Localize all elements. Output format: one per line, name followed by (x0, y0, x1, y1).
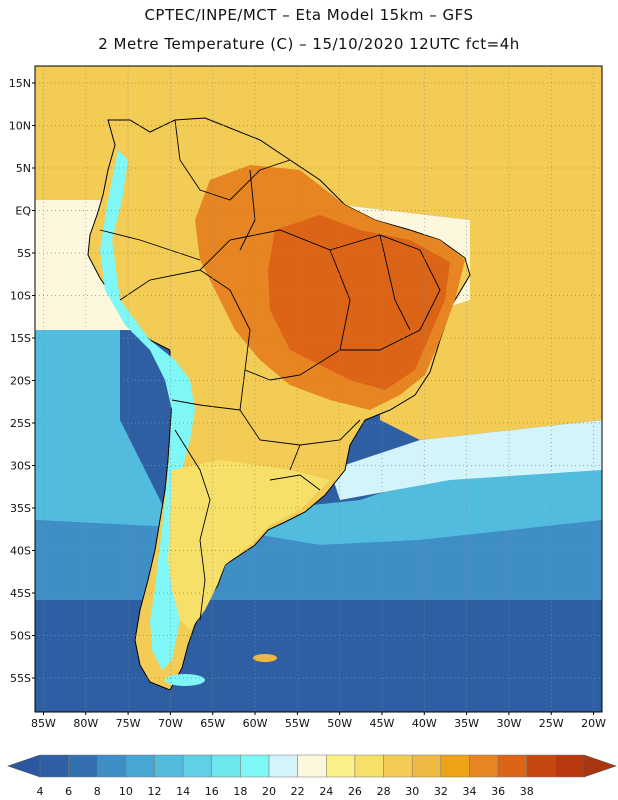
lat-tick-label: 5S (17, 247, 31, 260)
lat-tick-label: 40S (10, 545, 31, 558)
lat-tick-label: 35S (10, 502, 31, 515)
longitude-labels: 85W 80W 75W 70W 65W 60W 55W 50W 45W 40W 35W 30W 25W 2… (31, 712, 606, 730)
colorbar-label: 6 (65, 785, 72, 798)
colorbar-label: 16 (205, 785, 219, 798)
colorbar-label: 14 (176, 785, 190, 798)
falkland-islands (253, 654, 277, 662)
ocean-band-cold (35, 600, 602, 712)
colorbar-swatch (211, 754, 241, 778)
colorbar-swatch (68, 754, 98, 778)
graticule (35, 66, 602, 712)
lon-tick-label: 75W (116, 717, 141, 730)
colorbar-label: 24 (319, 785, 333, 798)
colorbar-label: 10 (119, 785, 133, 798)
colorbar-swatch (182, 754, 213, 778)
map-title-line1: CPTEC/INPE/MCT – Eta Model 15km – GFS (144, 6, 474, 24)
ocean-band-mild (35, 330, 602, 545)
colorbar-swatch (268, 754, 298, 778)
lat-tick-label: 10S (10, 290, 31, 303)
colorbar-label: 20 (262, 785, 276, 798)
lon-tick-label: 25W (539, 717, 564, 730)
lat-tick-label: 25S (10, 417, 31, 430)
latitude-labels: 15N 10N 5N EQ 5S 10S 15S 20S 25S 30S 35S 40S 45S 50S 5… (9, 77, 35, 685)
colorbar-label: 12 (148, 785, 162, 798)
lon-tick-label: 35W (454, 717, 479, 730)
colorbar-swatch (39, 754, 69, 778)
colorbar-label: 34 (462, 785, 476, 798)
colorbar-swatch (354, 754, 384, 778)
lon-tick-label: 80W (73, 717, 98, 730)
map-title-line2: 2 Metre Temperature (C) – 15/10/2020 12U… (98, 35, 520, 53)
lon-tick-label: 20W (581, 717, 606, 730)
colorbar-label: 30 (405, 785, 419, 798)
colorbar-label: 32 (434, 785, 448, 798)
lat-tick-label: 5N (16, 162, 31, 175)
lon-tick-label: 60W (243, 717, 268, 730)
colorbar-label: 28 (377, 785, 391, 798)
colorbar-swatch (154, 754, 184, 778)
andes-cold-strip (100, 150, 195, 670)
colorbar-label: 22 (291, 785, 305, 798)
lat-tick-label: 15S (10, 332, 31, 345)
lat-tick-label: 50S (10, 630, 31, 643)
lon-tick-label: 40W (412, 717, 437, 730)
colorbar-low-arrow (7, 754, 41, 778)
lat-tick-label: 45S (10, 587, 31, 600)
lat-tick-label: 10N (9, 120, 31, 133)
colorbar-swatch (97, 754, 127, 778)
colorbar-swatch (411, 754, 442, 778)
colorbar-swatch (125, 754, 155, 778)
lon-tick-label: 55W (285, 717, 310, 730)
colorbar-swatch (297, 754, 327, 778)
colorbar-label: 18 (233, 785, 247, 798)
lat-tick-label: 20S (10, 375, 31, 388)
tierra-del-fuego (165, 674, 205, 686)
colorbar-label: 8 (94, 785, 101, 798)
lon-tick-label: 50W (327, 717, 352, 730)
colorbar-swatch (526, 754, 556, 778)
lat-tick-label: EQ (15, 205, 31, 218)
colorbar-swatch (469, 754, 499, 778)
ocean-band-warm (330, 420, 602, 500)
colorbar-swatch (555, 754, 585, 778)
colorbar-swatch (383, 754, 413, 778)
colorbar-swatch (240, 754, 270, 778)
lon-tick-label: 85W (31, 717, 56, 730)
lon-tick-label: 65W (200, 717, 225, 730)
map-frame (34, 65, 603, 713)
lat-tick-label: 15N (9, 77, 31, 90)
colorbar-label: 4 (37, 785, 44, 798)
country-borders (99, 119, 441, 621)
colorbar-swatch (440, 754, 470, 778)
lon-tick-label: 70W (158, 717, 183, 730)
colorbar-swatch (497, 754, 527, 778)
southern-cone-region (168, 460, 330, 630)
lon-tick-label: 30W (496, 717, 521, 730)
temperature-colorbar: 4 6 8 10 12 14 16 18 20 22 24 26 28 30 32 34 36 38 (7, 754, 617, 798)
colorbar-label: 38 (520, 785, 534, 798)
lat-tick-label: 55S (10, 672, 31, 685)
colorbar-label: 26 (348, 785, 362, 798)
colorbar-swatch (326, 754, 356, 778)
colorbar-high-arrow (583, 754, 617, 778)
lon-tick-label: 45W (370, 717, 395, 730)
lat-tick-label: 30S (10, 460, 31, 473)
hottest-region (268, 215, 450, 390)
colorbar-label: 36 (491, 785, 505, 798)
